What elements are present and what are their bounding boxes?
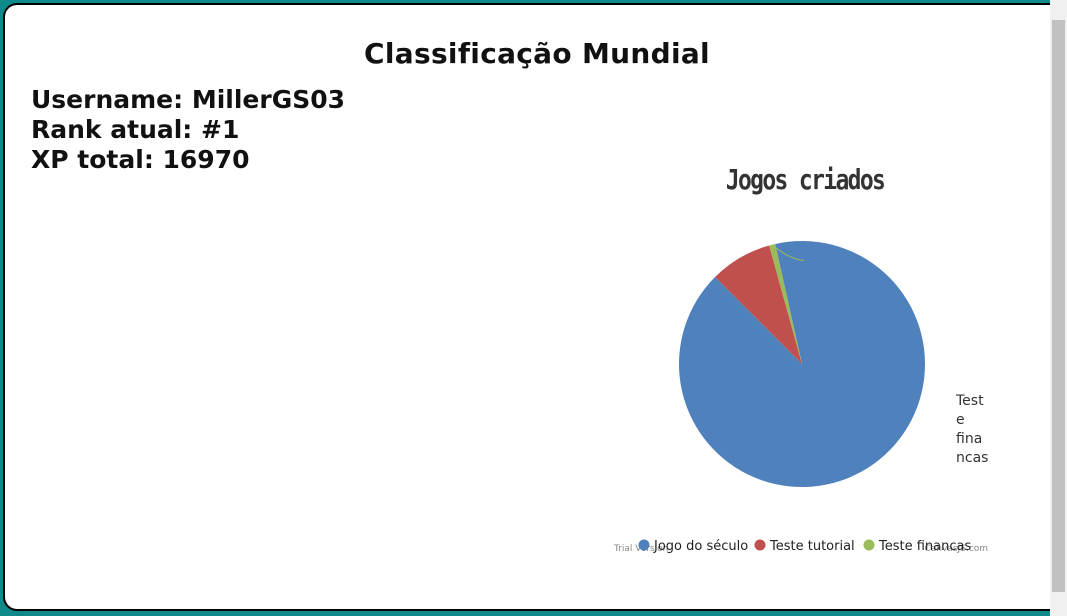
legend-marker-1[interactable] xyxy=(754,539,766,551)
legend-label-0[interactable]: Jogo do século xyxy=(653,539,748,554)
scrollbar-thumb[interactable] xyxy=(1052,20,1065,592)
watermark-right: CanvasJS.com xyxy=(925,544,988,554)
legend-label-2[interactable]: Teste financas xyxy=(878,539,971,554)
legend-marker-0[interactable] xyxy=(638,539,650,551)
index-label-connector xyxy=(771,244,805,262)
index-label: Test e fina ncas xyxy=(955,393,988,466)
xp-line: XP total: 16970 xyxy=(31,145,250,174)
legend-label-1[interactable]: Teste tutorial xyxy=(769,539,855,554)
pie-slice-1[interactable] xyxy=(715,245,802,364)
chart-title: Jogos criados xyxy=(725,163,886,196)
rank-line: Rank atual: #1 xyxy=(31,115,240,144)
username-line: Username: MillerGS03 xyxy=(31,85,346,114)
scrollbar[interactable] xyxy=(1050,0,1067,616)
user-stats: Username: MillerGS03 Rank atual: #1 XP t… xyxy=(31,85,345,175)
pie-slice-2[interactable] xyxy=(769,243,802,364)
page-title: Classificação Mundial xyxy=(364,37,710,70)
legend-marker-2[interactable] xyxy=(863,539,875,551)
